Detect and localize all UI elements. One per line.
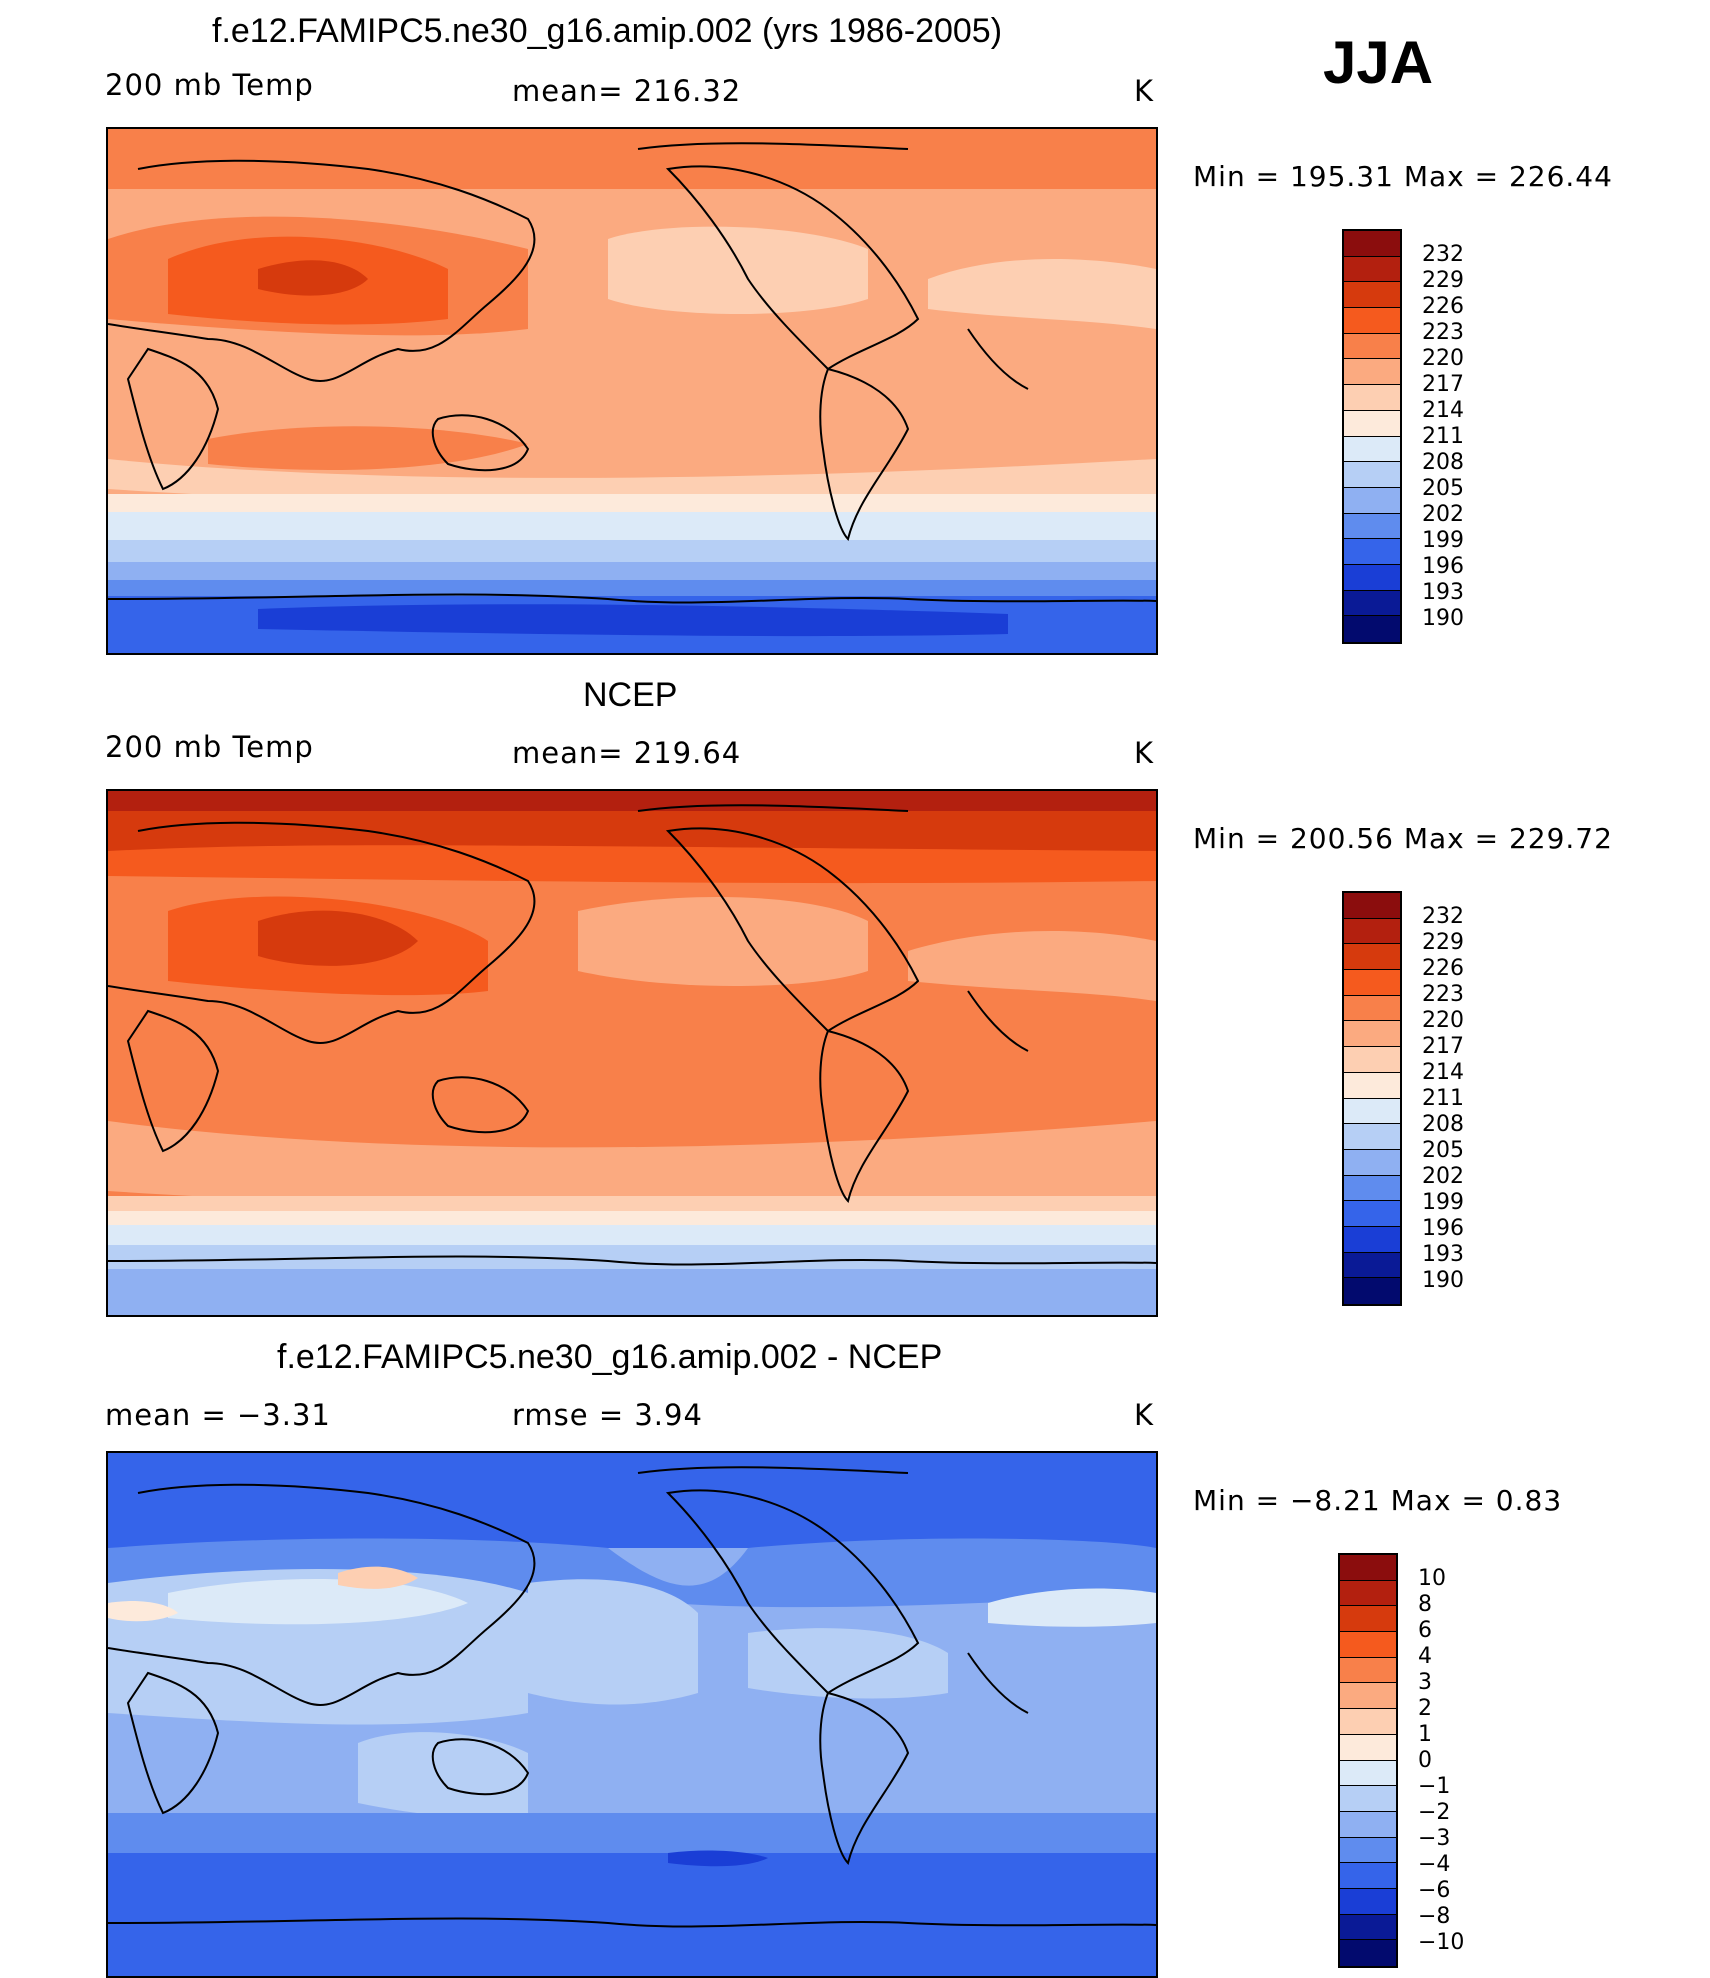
colorbar-tick-label: 220 bbox=[1422, 346, 1464, 371]
colorbar-tick-label: 232 bbox=[1422, 904, 1464, 929]
panel-diff-minmax: Min = −8.21 Max = 0.83 bbox=[1193, 1484, 1563, 1517]
colorbar-tick-label: 229 bbox=[1422, 930, 1464, 955]
colorbar-tick-label: 217 bbox=[1422, 1034, 1464, 1059]
colorbar-tick-label: 3 bbox=[1418, 1670, 1432, 1695]
panel-diff-map bbox=[106, 1451, 1158, 1978]
colorbar-tick-label: 211 bbox=[1422, 1086, 1464, 1111]
colorbar-tick-label: 220 bbox=[1422, 1008, 1464, 1033]
colorbar-tick-label: 226 bbox=[1422, 294, 1464, 319]
colorbar-tick-label: −6 bbox=[1418, 1878, 1451, 1903]
colorbar-tick-label: −8 bbox=[1418, 1904, 1451, 1929]
panel-model-colorbar bbox=[1342, 229, 1402, 644]
colorbar-tick-label: 211 bbox=[1422, 424, 1464, 449]
colorbar-tick-label: 6 bbox=[1418, 1618, 1432, 1643]
panel-diff-mean: mean = −3.31 bbox=[105, 1398, 331, 1432]
colorbar-tick-label: −3 bbox=[1418, 1826, 1451, 1851]
colorbar-tick-label: 199 bbox=[1422, 528, 1464, 553]
panel-diff-map-svg bbox=[108, 1453, 1156, 1976]
colorbar-tick-label: 196 bbox=[1422, 554, 1464, 579]
panel-obs-field-label: 200 mb Temp bbox=[105, 730, 314, 764]
colorbar-tick-label: 205 bbox=[1422, 476, 1464, 501]
panel-obs-colorbar bbox=[1342, 891, 1402, 1306]
panel-model-units: K bbox=[1134, 74, 1155, 108]
colorbar-tick-label: 2 bbox=[1418, 1696, 1432, 1721]
colorbar-tick-label: 217 bbox=[1422, 372, 1464, 397]
panel-model-map bbox=[106, 127, 1158, 655]
panel-diff-title: f.e12.FAMIPC5.ne30_g16.amip.002 - NCEP bbox=[277, 1338, 943, 1376]
panel-obs-title: NCEP bbox=[583, 676, 678, 714]
panel-model-map-svg bbox=[108, 129, 1156, 653]
colorbar-tick-label: 190 bbox=[1422, 606, 1464, 631]
panel-model-mean: mean= 216.32 bbox=[512, 74, 742, 108]
colorbar-tick-label: −2 bbox=[1418, 1800, 1451, 1825]
colorbar-tick-label: 214 bbox=[1422, 1060, 1464, 1085]
panel-obs-units: K bbox=[1134, 736, 1155, 770]
panel-model-title: f.e12.FAMIPC5.ne30_g16.amip.002 (yrs 198… bbox=[212, 12, 1003, 50]
colorbar-tick-label: 196 bbox=[1422, 1216, 1464, 1241]
colorbar-tick-label: 190 bbox=[1422, 1268, 1464, 1293]
colorbar-tick-label: 223 bbox=[1422, 982, 1464, 1007]
panel-diff-colorbar bbox=[1338, 1553, 1398, 1968]
colorbar-tick-label: 0 bbox=[1418, 1748, 1432, 1773]
season-label: JJA bbox=[1323, 29, 1434, 96]
colorbar-tick-label: 1 bbox=[1418, 1722, 1432, 1747]
colorbar-tick-label: 229 bbox=[1422, 268, 1464, 293]
colorbar-tick-label: 193 bbox=[1422, 1242, 1464, 1267]
colorbar-tick-label: 10 bbox=[1418, 1566, 1446, 1591]
panel-obs-map bbox=[106, 789, 1158, 1317]
colorbar-tick-label: 4 bbox=[1418, 1644, 1432, 1669]
colorbar-tick-label: 199 bbox=[1422, 1190, 1464, 1215]
panel-diff-rmse: rmse = 3.94 bbox=[512, 1398, 703, 1432]
panel-model-field-label: 200 mb Temp bbox=[105, 68, 314, 102]
colorbar-tick-label: 202 bbox=[1422, 1164, 1464, 1189]
colorbar-tick-label: 8 bbox=[1418, 1592, 1432, 1617]
colorbar-tick-label: 205 bbox=[1422, 1138, 1464, 1163]
colorbar-tick-label: −4 bbox=[1418, 1852, 1451, 1877]
colorbar-tick-label: 208 bbox=[1422, 450, 1464, 475]
colorbar-tick-label: −10 bbox=[1418, 1930, 1465, 1955]
colorbar-tick-label: 202 bbox=[1422, 502, 1464, 527]
panel-model-minmax: Min = 195.31 Max = 226.44 bbox=[1193, 160, 1613, 193]
colorbar-tick-label: 226 bbox=[1422, 956, 1464, 981]
panel-obs-mean: mean= 219.64 bbox=[512, 736, 742, 770]
colorbar-tick-label: −1 bbox=[1418, 1774, 1451, 1799]
colorbar-tick-label: 193 bbox=[1422, 580, 1464, 605]
panel-obs-map-svg bbox=[108, 791, 1156, 1315]
panel-diff-units: K bbox=[1134, 1398, 1155, 1432]
colorbar-tick-label: 232 bbox=[1422, 242, 1464, 267]
colorbar-tick-label: 223 bbox=[1422, 320, 1464, 345]
panel-obs-minmax: Min = 200.56 Max = 229.72 bbox=[1193, 822, 1613, 855]
colorbar-tick-label: 208 bbox=[1422, 1112, 1464, 1137]
colorbar-tick-label: 214 bbox=[1422, 398, 1464, 423]
